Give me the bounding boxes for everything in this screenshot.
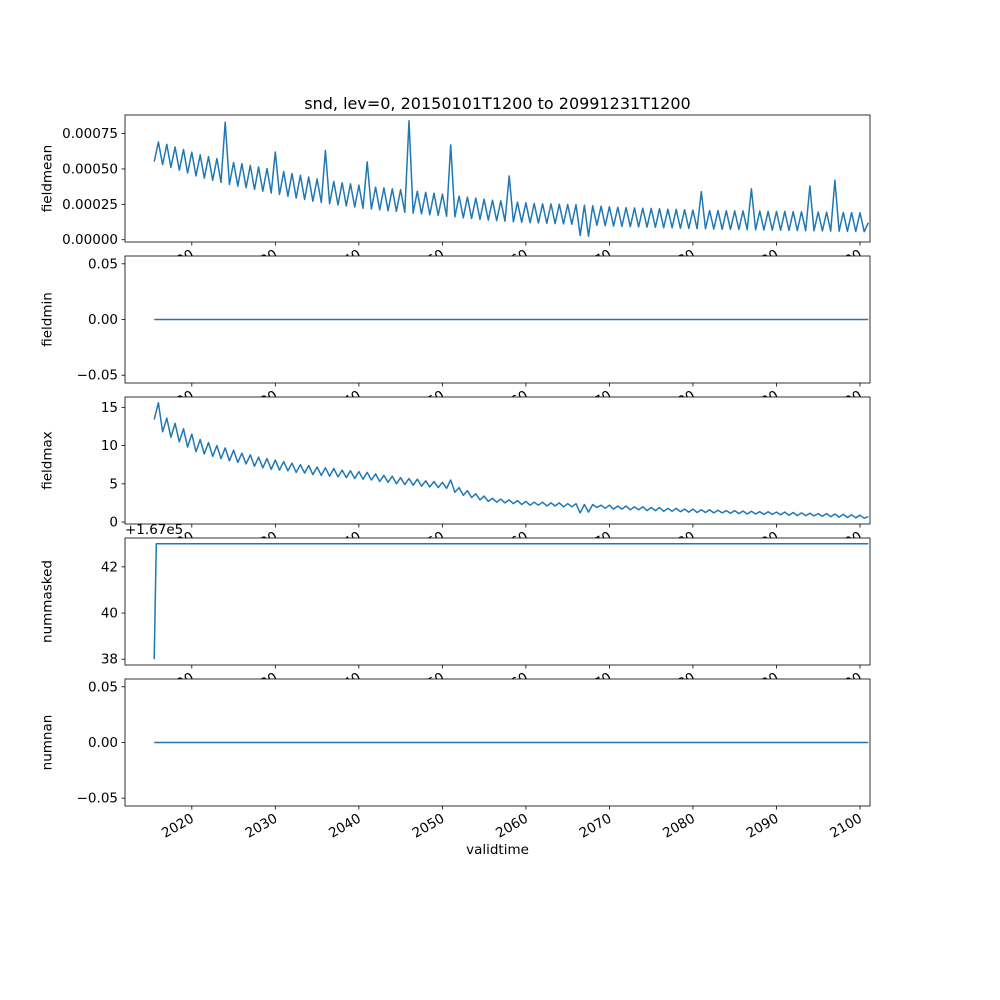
x-tick-label: 2040 (326, 529, 364, 560)
x-tick-label: 2100 (827, 247, 865, 278)
y-tick-label: 38 (101, 652, 118, 668)
plot-area (125, 397, 870, 524)
plot-area (125, 256, 870, 383)
x-tick-label: 2060 (493, 388, 531, 419)
x-tick-label: 2090 (744, 247, 782, 278)
x-tick-label: 2030 (243, 811, 281, 842)
plot-area (125, 679, 870, 806)
x-tick-label: 2080 (660, 247, 698, 278)
x-tick-label: 2060 (493, 670, 531, 701)
x-tick-label: 2080 (660, 388, 698, 419)
plot-area (125, 115, 870, 242)
x-tick-label: 2030 (243, 670, 281, 701)
x-tick-label: 2090 (744, 811, 782, 842)
x-tick-label: 2050 (410, 811, 448, 842)
x-tick-label: 2090 (744, 388, 782, 419)
axes-border (124, 678, 871, 807)
y-tick-label: 5 (109, 476, 118, 492)
y-axis-label-numnan: numnan (39, 714, 56, 771)
y-tick-label: 40 (101, 606, 118, 622)
x-tick-label: 2020 (159, 388, 197, 419)
x-tick-label: 2080 (660, 670, 698, 701)
y-tick-label: 0 (109, 515, 118, 531)
y-tick-label: 0.05 (88, 256, 118, 272)
y-tick-label: 42 (101, 559, 118, 575)
x-tick-label: 2040 (326, 811, 364, 842)
data-line-fieldmax (153, 402, 869, 519)
x-tick-label: 2090 (744, 670, 782, 701)
x-tick-label: 2070 (577, 247, 615, 278)
y-tick-label: 0.00 (88, 735, 118, 751)
x-tick-label: 2100 (827, 670, 865, 701)
axes-border (124, 396, 871, 525)
x-tick-label: 2050 (410, 388, 448, 419)
x-tick-label: 2100 (827, 529, 865, 560)
x-tick-label: 2040 (326, 388, 364, 419)
x-tick-label: 2050 (410, 670, 448, 701)
x-tick-label: 2050 (410, 529, 448, 560)
x-tick-label: 2020 (159, 670, 197, 701)
chart-title: snd, lev=0, 20150101T1200 to 20991231T12… (304, 94, 691, 113)
x-axis-label: validtime (466, 842, 529, 858)
x-tick-label: 2080 (660, 811, 698, 842)
y-tick-label: 0.05 (88, 679, 118, 695)
x-tick-label: 2060 (493, 529, 531, 560)
x-tick-label: 2070 (577, 529, 615, 560)
y-axis-label-fieldmean: fieldmean (39, 144, 56, 213)
plot-area (125, 538, 870, 665)
data-line-nummasked (153, 543, 869, 660)
x-tick-label: 2020 (159, 529, 197, 560)
y-tick-label: 0.00000 (62, 232, 118, 248)
y-tick-label: −0.05 (77, 368, 118, 384)
x-tick-label: 2100 (827, 388, 865, 419)
x-tick-label: 2070 (577, 811, 615, 842)
x-tick-label: 2030 (243, 388, 281, 419)
x-tick-label: 2040 (326, 670, 364, 701)
y-axis-label-fieldmax: fieldmax (39, 431, 56, 490)
x-tick-label: 2050 (410, 247, 448, 278)
x-tick-label: 2100 (827, 811, 865, 842)
x-tick-label: 2030 (243, 247, 281, 278)
x-tick-label: 2030 (243, 529, 281, 560)
x-tick-label: 2020 (159, 811, 197, 842)
y-axis-offset-text: +1.67e5 (125, 522, 183, 538)
y-tick-label: 0.00050 (62, 161, 118, 177)
axes-border (124, 537, 871, 666)
x-tick-label: 2070 (577, 670, 615, 701)
y-tick-label: −0.05 (77, 791, 118, 807)
x-tick-label: 2070 (577, 388, 615, 419)
y-tick-label: 15 (101, 400, 118, 416)
x-tick-label: 2060 (493, 247, 531, 278)
x-tick-label: 2060 (493, 811, 531, 842)
x-tick-label: 2040 (326, 247, 364, 278)
axes-border (124, 114, 871, 243)
y-tick-label: 0.00025 (62, 197, 118, 213)
axes-border (124, 255, 871, 384)
x-tick-label: 2080 (660, 529, 698, 560)
y-axis-label-fieldmin: fieldmin (39, 292, 56, 347)
data-line-fieldmean (153, 120, 869, 237)
y-axis-label-nummasked: nummasked (39, 560, 56, 643)
y-tick-label: 10 (101, 438, 118, 454)
y-tick-label: 0.00075 (62, 126, 118, 142)
y-tick-label: 0.00 (88, 312, 118, 328)
x-tick-label: 2090 (744, 529, 782, 560)
x-tick-label: 2020 (159, 247, 197, 278)
